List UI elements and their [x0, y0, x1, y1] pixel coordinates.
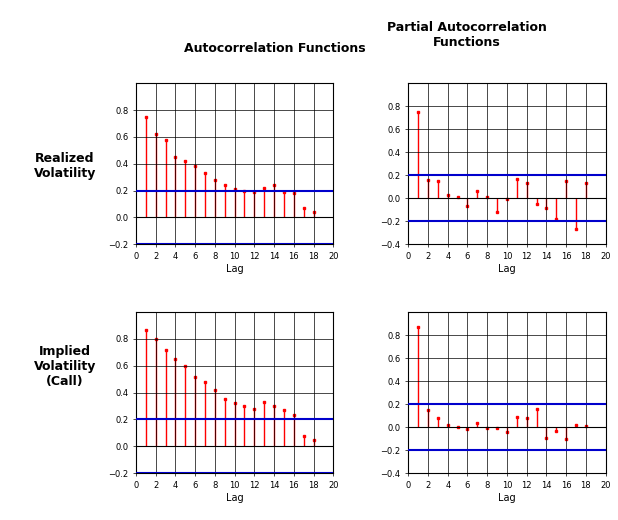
X-axis label: Lag: Lag: [498, 264, 516, 274]
Text: Realized
Volatility: Realized Volatility: [34, 152, 96, 180]
Text: Autocorrelation Functions: Autocorrelation Functions: [184, 42, 366, 55]
Text: Partial Autocorrelation
Functions: Partial Autocorrelation Functions: [387, 21, 546, 49]
X-axis label: Lag: Lag: [226, 492, 243, 503]
X-axis label: Lag: Lag: [226, 264, 243, 274]
X-axis label: Lag: Lag: [498, 492, 516, 503]
Text: Implied
Volatility
(Call): Implied Volatility (Call): [34, 345, 96, 388]
